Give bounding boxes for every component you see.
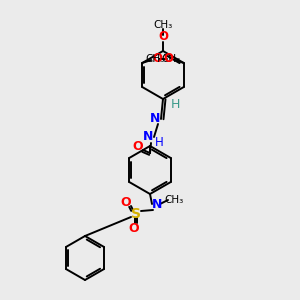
Text: CH₃: CH₃ (164, 195, 184, 205)
Text: O: O (133, 140, 143, 154)
Text: CH₃: CH₃ (153, 20, 172, 30)
Text: CH₃: CH₃ (145, 54, 164, 64)
Text: O: O (129, 221, 139, 235)
Text: O: O (158, 31, 168, 44)
Text: H: H (170, 98, 180, 112)
Text: CH₃: CH₃ (162, 54, 181, 64)
Text: N: N (150, 112, 160, 124)
Text: O: O (121, 196, 131, 208)
Text: N: N (152, 199, 162, 212)
Text: H: H (154, 136, 164, 149)
Text: O: O (152, 52, 162, 65)
Text: S: S (131, 207, 141, 221)
Text: N: N (143, 130, 153, 143)
Text: O: O (164, 52, 174, 65)
